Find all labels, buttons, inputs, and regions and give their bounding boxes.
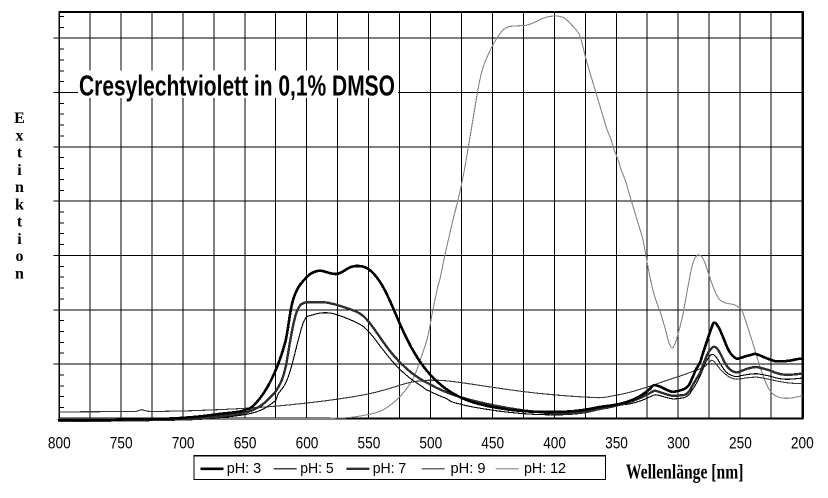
svg-text:pH: 9: pH: 9: [451, 461, 486, 477]
svg-text:E: E: [14, 110, 25, 127]
svg-text:400: 400: [543, 434, 566, 453]
svg-text:500: 500: [419, 434, 442, 453]
svg-text:pH: 7: pH: 7: [373, 461, 407, 477]
svg-text:450: 450: [481, 434, 504, 453]
svg-text:Cresylechtviolett in 0,1% DMSO: Cresylechtviolett in 0,1% DMSO: [79, 71, 395, 103]
svg-text:n: n: [15, 179, 24, 196]
svg-text:350: 350: [605, 434, 628, 453]
svg-text:Wellenlänge [nm]: Wellenlänge [nm]: [626, 460, 744, 484]
svg-text:650: 650: [234, 434, 257, 453]
svg-text:x: x: [16, 127, 24, 144]
svg-text:t: t: [17, 214, 23, 231]
svg-text:800: 800: [48, 434, 71, 453]
svg-text:300: 300: [667, 434, 690, 453]
svg-text:k: k: [15, 196, 24, 213]
svg-text:i: i: [17, 231, 22, 248]
svg-text:550: 550: [358, 434, 381, 453]
svg-text:600: 600: [296, 434, 319, 453]
svg-text:t: t: [17, 145, 23, 162]
svg-text:750: 750: [110, 434, 133, 453]
svg-text:pH: 5: pH: 5: [300, 461, 334, 477]
svg-text:n: n: [15, 265, 24, 282]
svg-text:o: o: [16, 248, 24, 265]
svg-text:200: 200: [791, 434, 814, 453]
svg-text:pH: 3: pH: 3: [227, 461, 262, 477]
svg-text:700: 700: [172, 434, 195, 453]
svg-text:i: i: [17, 162, 22, 179]
svg-text:pH: 12: pH: 12: [524, 461, 566, 477]
svg-text:250: 250: [729, 434, 752, 453]
